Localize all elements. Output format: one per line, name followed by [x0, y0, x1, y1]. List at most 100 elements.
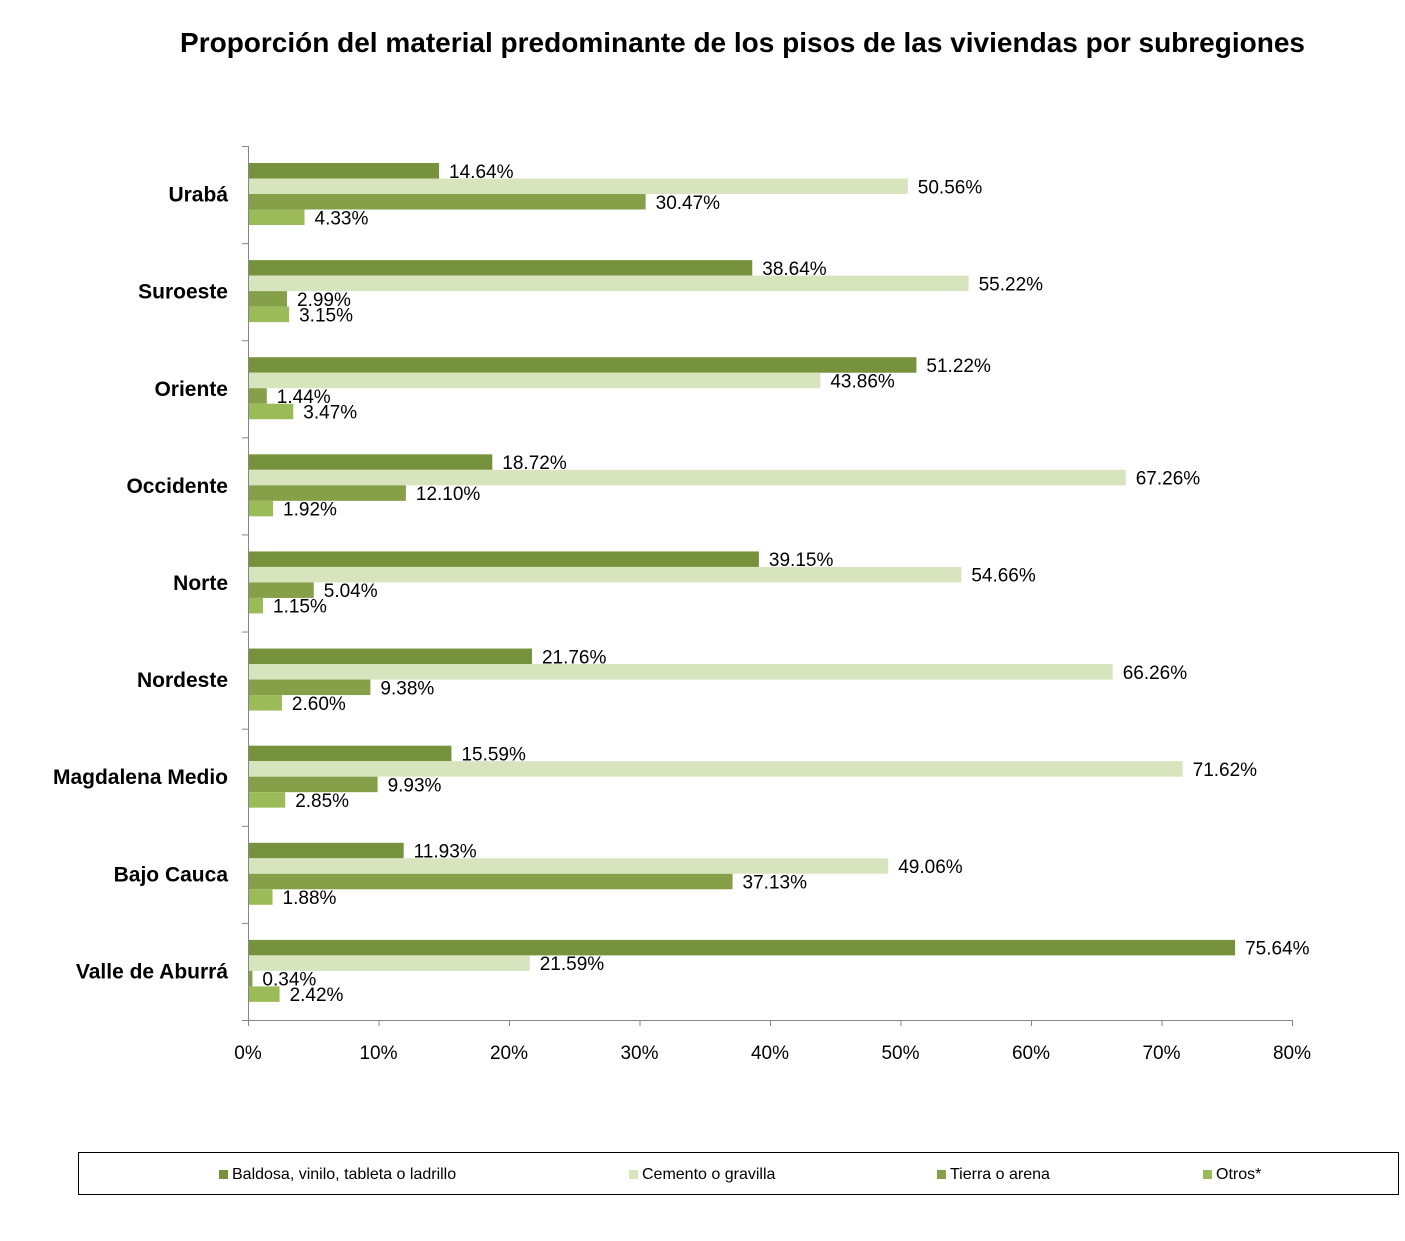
category-label: Valle de Aburrá	[76, 960, 228, 983]
legend-swatch	[219, 1170, 228, 1179]
data-label: 4.33%	[315, 208, 369, 229]
category-label: Suroeste	[138, 281, 228, 304]
data-label: 67.26%	[1136, 469, 1201, 490]
data-label: 3.47%	[303, 402, 357, 423]
bar	[248, 306, 290, 323]
legend: Baldosa, vinilo, tableta o ladrillo Cemen…	[78, 1152, 1399, 1195]
data-label: 21.76%	[542, 647, 607, 668]
bar	[248, 664, 1113, 680]
data-label: 5.04%	[324, 581, 378, 602]
bar	[248, 939, 1236, 956]
bar	[248, 260, 753, 276]
data-label: 37.13%	[743, 873, 808, 894]
data-label: 15.59%	[461, 744, 526, 765]
bar	[248, 291, 288, 307]
x-tick-label: 40%	[751, 1043, 789, 1064]
axis-layer: Urabá Suroeste Oriente Occidente Norte Nordes…	[53, 146, 1311, 1064]
x-tick-label: 0%	[234, 1043, 262, 1064]
bar	[248, 873, 733, 890]
x-tick-label: 80%	[1273, 1043, 1311, 1064]
data-label: 0.34%	[262, 970, 316, 991]
category-label: Bajo Cauca	[114, 863, 229, 886]
x-tick-label: 10%	[359, 1043, 397, 1064]
data-label: 49.06%	[898, 857, 963, 878]
legend-swatch	[937, 1170, 946, 1179]
bar	[248, 485, 406, 501]
data-label: 2.60%	[292, 694, 346, 715]
bar	[248, 357, 917, 373]
legend-item: Tierra o arena	[937, 1153, 1050, 1196]
data-label: 2.99%	[297, 290, 351, 311]
data-label: 18.72%	[502, 453, 567, 474]
legend-item: Otros*	[1203, 1153, 1261, 1196]
data-label: 2.42%	[290, 985, 344, 1006]
data-label: 1.88%	[283, 888, 337, 909]
bar	[248, 842, 404, 859]
x-tick-label: 20%	[490, 1043, 528, 1064]
bar	[248, 970, 253, 987]
bar	[248, 454, 493, 470]
bar	[248, 858, 889, 874]
legend-item: Cemento o gravilla	[629, 1153, 775, 1196]
bars-layer	[248, 163, 1236, 1002]
x-tick-label: 50%	[881, 1043, 919, 1064]
bar	[248, 761, 1183, 777]
bar	[248, 403, 294, 420]
data-label: 55.22%	[979, 274, 1044, 295]
category-label: Urabá	[168, 184, 228, 207]
data-label: 54.66%	[971, 566, 1036, 587]
legend-label: Baldosa, vinilo, tableta o ladrillo	[232, 1165, 457, 1183]
data-label: 30.47%	[656, 193, 721, 214]
legend-swatch	[1203, 1170, 1212, 1179]
bar	[248, 209, 305, 225]
data-label: 11.93%	[414, 842, 477, 863]
data-label: 66.26%	[1123, 663, 1188, 684]
data-label: 12.10%	[416, 484, 481, 505]
legend-label: Cemento o gravilla	[642, 1165, 776, 1183]
legend-label: Otros*	[1216, 1165, 1262, 1183]
category-label: Norte	[173, 572, 228, 595]
data-label: 9.38%	[380, 678, 434, 699]
legend-swatch	[629, 1170, 638, 1179]
data-label: 1.15%	[273, 597, 327, 618]
bar	[248, 679, 371, 696]
bar	[248, 745, 452, 762]
bar	[248, 597, 264, 614]
data-label: 9.93%	[388, 775, 442, 796]
data-label: 2.85%	[295, 791, 349, 812]
category-label: Nordeste	[137, 669, 228, 692]
data-label: 71.62%	[1193, 760, 1258, 781]
data-label: 39.15%	[769, 550, 834, 571]
data-label: 51.22%	[926, 356, 991, 377]
data-label: 1.92%	[283, 500, 337, 521]
bar	[248, 500, 274, 517]
bar	[248, 582, 314, 598]
bar	[248, 551, 759, 567]
category-label: Occidente	[126, 475, 228, 498]
category-label: Magdalena Medio	[53, 766, 228, 789]
x-tick-label: 70%	[1142, 1043, 1180, 1064]
bar	[248, 469, 1126, 486]
bar	[248, 648, 532, 665]
data-label: 38.64%	[762, 259, 827, 280]
data-label: 43.86%	[830, 371, 895, 392]
data-label: 3.15%	[299, 305, 353, 326]
bar	[248, 695, 282, 711]
bar	[248, 889, 273, 905]
data-label: 21.59%	[540, 954, 605, 975]
data-label: 75.64%	[1245, 939, 1310, 960]
bar	[248, 776, 378, 793]
x-tick-label: 60%	[1012, 1043, 1050, 1064]
data-label: 14.64%	[449, 162, 514, 183]
data-label: 1.44%	[277, 387, 331, 408]
bar	[248, 792, 286, 808]
bar	[248, 955, 530, 971]
category-label: Oriente	[154, 378, 228, 401]
bar	[248, 388, 267, 404]
bar	[248, 566, 962, 583]
bar	[248, 178, 908, 194]
chart-title: Proporción del material predominante de …	[180, 27, 1305, 58]
data-labels-layer: 14.64% 50.56% 30.47% 4.33% 38.64% 55.22% 2.99%…	[262, 162, 1309, 1006]
data-label: 50.56%	[918, 177, 983, 198]
